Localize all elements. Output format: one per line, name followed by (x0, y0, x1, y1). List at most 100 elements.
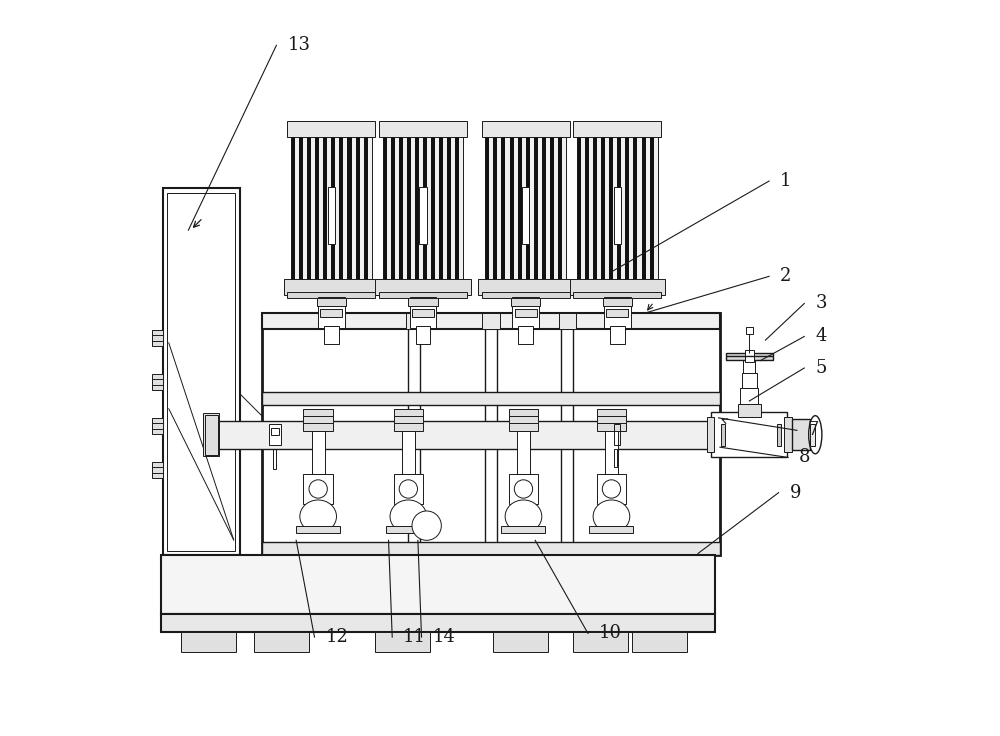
Bar (642, 137, 646, 280)
Bar (218, 421, 720, 449)
Bar (742, 373, 757, 388)
Bar (269, 425, 281, 445)
Ellipse shape (514, 480, 533, 498)
Bar (581, 137, 585, 280)
Bar (318, 297, 345, 328)
Bar (152, 374, 163, 390)
Bar (577, 137, 581, 280)
Bar (423, 137, 427, 280)
Bar (364, 137, 368, 280)
Bar (605, 431, 618, 474)
Bar (383, 137, 463, 280)
Bar (501, 137, 505, 280)
Bar (518, 137, 522, 280)
Bar (273, 449, 276, 469)
Bar (163, 188, 240, 555)
Bar (402, 431, 415, 474)
Bar (455, 137, 459, 280)
Bar (379, 121, 467, 137)
Bar (650, 137, 654, 280)
Bar (320, 309, 342, 316)
Bar (296, 526, 340, 533)
Bar (546, 137, 550, 280)
Bar (632, 632, 687, 652)
Bar (399, 137, 403, 280)
Bar (447, 137, 451, 280)
Text: 13: 13 (287, 36, 310, 54)
Bar (597, 474, 626, 503)
Bar (614, 425, 620, 445)
Bar (339, 137, 343, 280)
Bar (777, 424, 781, 446)
Bar (570, 278, 665, 294)
Bar (554, 137, 558, 280)
Bar (534, 137, 538, 280)
Bar (522, 137, 526, 280)
Polygon shape (240, 394, 401, 555)
Bar (573, 632, 628, 652)
Bar (327, 137, 331, 280)
Bar (299, 137, 303, 280)
Bar (408, 298, 438, 305)
Bar (517, 431, 530, 474)
Text: 14: 14 (433, 628, 455, 646)
Bar (303, 408, 333, 431)
Bar (383, 137, 387, 280)
Bar (343, 137, 347, 280)
Bar (152, 418, 163, 434)
Bar (740, 388, 758, 404)
Bar (573, 292, 661, 298)
Ellipse shape (809, 416, 822, 454)
Bar (605, 137, 609, 280)
Bar (606, 309, 628, 316)
Bar (167, 193, 235, 551)
Bar (597, 137, 601, 280)
Bar (356, 137, 360, 280)
Bar (738, 404, 761, 417)
Bar (526, 137, 530, 280)
Bar (317, 298, 346, 305)
Bar (303, 474, 333, 503)
Bar (601, 137, 605, 280)
Bar (577, 137, 658, 280)
Bar (617, 137, 621, 280)
Bar (603, 298, 632, 305)
Bar (610, 326, 625, 344)
Bar (412, 309, 434, 316)
Bar (375, 278, 471, 294)
Bar (271, 428, 279, 436)
Bar (331, 137, 335, 280)
Bar (482, 313, 500, 329)
Bar (152, 462, 163, 478)
Bar (509, 408, 538, 431)
Bar (387, 137, 391, 280)
Bar (443, 137, 447, 280)
Bar (633, 137, 637, 280)
Bar (550, 137, 554, 280)
Bar (406, 313, 423, 329)
Ellipse shape (412, 511, 441, 540)
Bar (489, 137, 493, 280)
Bar (485, 137, 566, 280)
Ellipse shape (399, 480, 418, 498)
Bar (262, 542, 720, 555)
Bar (291, 137, 295, 280)
Bar (347, 137, 352, 280)
Bar (311, 137, 315, 280)
Bar (312, 431, 325, 474)
Bar (501, 526, 545, 533)
Bar (478, 278, 573, 294)
Bar (419, 187, 427, 244)
Bar (721, 424, 725, 446)
Bar (482, 292, 570, 298)
Ellipse shape (300, 500, 336, 533)
Text: 1: 1 (780, 172, 792, 190)
Bar (614, 187, 621, 244)
Bar (411, 137, 415, 280)
Bar (203, 414, 219, 456)
Bar (161, 614, 715, 632)
Bar (407, 137, 411, 280)
Bar (416, 326, 430, 344)
Bar (435, 137, 439, 280)
Bar (542, 137, 546, 280)
